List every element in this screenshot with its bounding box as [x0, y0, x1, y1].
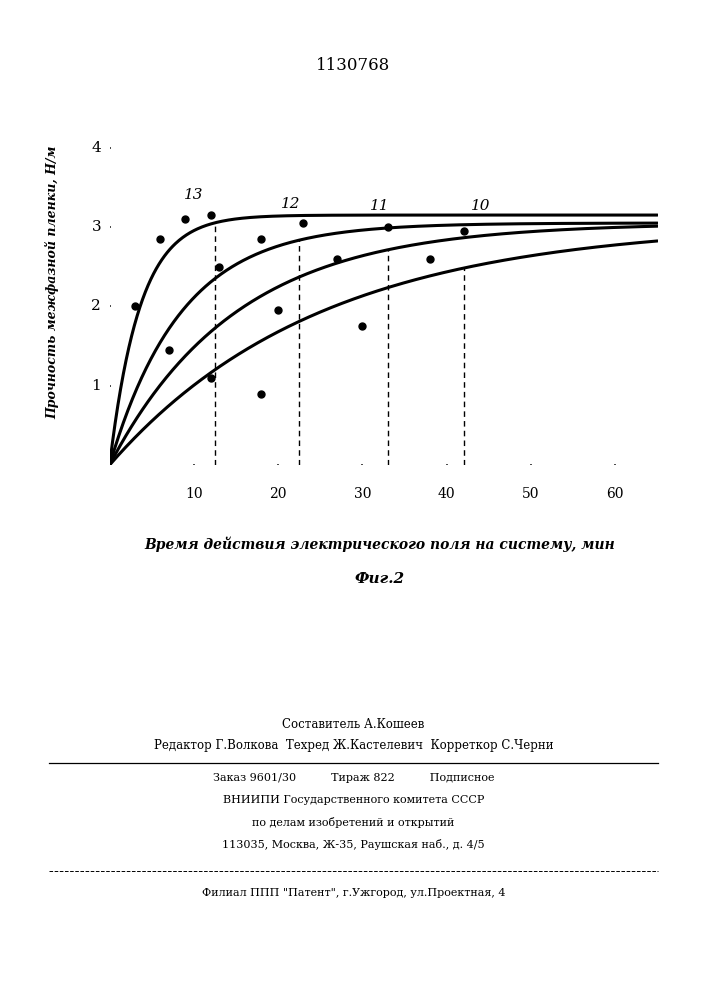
- Text: Редактор Г.Волкова  Техред Ж.Кастелевич  Корреткор С.Черни: Редактор Г.Волкова Техред Ж.Кастелевич К…: [153, 738, 554, 752]
- Text: 2: 2: [91, 299, 101, 313]
- Text: Прочность межфазной пленки, Н/м: Прочность межфазной пленки, Н/м: [45, 146, 59, 419]
- Text: 60: 60: [607, 487, 624, 501]
- Text: 12: 12: [281, 197, 300, 211]
- Text: 11: 11: [370, 199, 389, 213]
- Text: по делам изобретений и открытий: по делам изобретений и открытий: [252, 816, 455, 828]
- Text: 20: 20: [269, 487, 287, 501]
- Text: ВНИИПИ Государственного комитета СССР: ВНИИПИ Государственного комитета СССР: [223, 795, 484, 805]
- Text: 10: 10: [471, 199, 490, 213]
- Text: 1: 1: [91, 379, 101, 393]
- Text: 3: 3: [91, 220, 101, 234]
- Text: Время действия электрического поля на систему, мин: Время действия электрического поля на си…: [144, 536, 614, 552]
- Text: 113035, Москва, Ж-35, Раушская наб., д. 4/5: 113035, Москва, Ж-35, Раушская наб., д. …: [222, 838, 485, 850]
- Text: Заказ 9601/30          Тираж 822          Подписное: Заказ 9601/30 Тираж 822 Подписное: [213, 773, 494, 783]
- Text: Филиал ППП "Патент", г.Ужгород, ул.Проектная, 4: Филиал ППП "Патент", г.Ужгород, ул.Проек…: [201, 888, 506, 898]
- Text: 13: 13: [184, 188, 204, 202]
- Text: 30: 30: [354, 487, 371, 501]
- Text: 10: 10: [185, 487, 203, 501]
- Text: 1130768: 1130768: [316, 56, 391, 74]
- Text: 4: 4: [91, 141, 101, 155]
- Text: Фиг.2: Фиг.2: [354, 572, 404, 586]
- Text: 50: 50: [522, 487, 540, 501]
- Text: 40: 40: [438, 487, 455, 501]
- Text: Составитель А.Кошеев: Составитель А.Кошеев: [282, 718, 425, 732]
